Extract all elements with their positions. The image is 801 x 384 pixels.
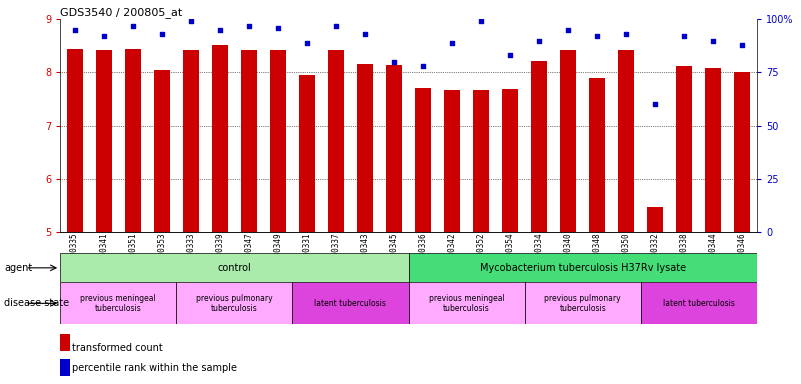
Point — [213, 27, 226, 33]
Bar — [560, 50, 576, 232]
Bar — [415, 88, 431, 232]
Text: previous meningeal
tuberculosis: previous meningeal tuberculosis — [429, 294, 505, 313]
Text: latent tuberculosis: latent tuberculosis — [663, 299, 735, 308]
Bar — [386, 65, 402, 232]
Point — [678, 33, 690, 39]
Text: previous pulmonary
tuberculosis: previous pulmonary tuberculosis — [196, 294, 272, 313]
Text: previous pulmonary
tuberculosis: previous pulmonary tuberculosis — [545, 294, 621, 313]
Bar — [590, 78, 606, 232]
Point — [649, 101, 662, 108]
Bar — [95, 50, 111, 232]
Bar — [66, 48, 83, 232]
Point — [388, 59, 400, 65]
Bar — [525, 282, 641, 324]
Bar — [241, 50, 257, 232]
Bar — [211, 45, 227, 232]
Bar — [154, 70, 170, 232]
Bar — [647, 207, 663, 232]
Point — [329, 23, 342, 29]
Text: latent tuberculosis: latent tuberculosis — [315, 299, 386, 308]
Text: disease state: disease state — [4, 298, 69, 308]
Bar — [473, 89, 489, 232]
Bar — [328, 50, 344, 232]
Point — [300, 40, 313, 46]
Bar — [176, 282, 292, 324]
Bar — [299, 75, 315, 232]
Bar — [531, 61, 547, 232]
Point — [736, 42, 749, 48]
Point — [504, 52, 517, 58]
Bar — [444, 89, 460, 232]
Text: Mycobacterium tuberculosis H37Rv lysate: Mycobacterium tuberculosis H37Rv lysate — [480, 263, 686, 273]
Text: previous meningeal
tuberculosis: previous meningeal tuberculosis — [80, 294, 156, 313]
Bar — [125, 49, 141, 232]
Point — [359, 31, 372, 37]
Bar — [706, 68, 722, 232]
Point — [68, 27, 81, 33]
Point — [155, 31, 168, 37]
Bar — [641, 282, 757, 324]
Bar — [409, 282, 525, 324]
Bar — [502, 89, 518, 232]
Text: agent: agent — [4, 263, 32, 273]
Point — [707, 38, 720, 44]
Point — [620, 31, 633, 37]
Bar — [270, 50, 286, 232]
Bar — [357, 65, 373, 232]
Text: percentile rank within the sample: percentile rank within the sample — [72, 363, 237, 373]
Bar — [60, 282, 176, 324]
Bar — [60, 359, 70, 376]
Point — [184, 18, 197, 25]
Bar — [618, 50, 634, 232]
Bar — [292, 282, 409, 324]
Point — [445, 40, 458, 46]
Text: transformed count: transformed count — [72, 343, 163, 353]
Bar — [60, 334, 70, 351]
Point — [272, 25, 284, 31]
Bar — [409, 253, 757, 282]
Point — [591, 33, 604, 39]
Point — [243, 23, 256, 29]
Bar — [60, 253, 409, 282]
Point — [533, 38, 545, 44]
Bar — [735, 72, 751, 232]
Point — [475, 18, 488, 25]
Point — [127, 23, 139, 29]
Point — [97, 33, 110, 39]
Point — [417, 63, 429, 69]
Bar — [676, 66, 692, 232]
Text: control: control — [217, 263, 252, 273]
Text: GDS3540 / 200805_at: GDS3540 / 200805_at — [60, 7, 183, 18]
Point — [562, 27, 574, 33]
Bar — [183, 50, 199, 232]
